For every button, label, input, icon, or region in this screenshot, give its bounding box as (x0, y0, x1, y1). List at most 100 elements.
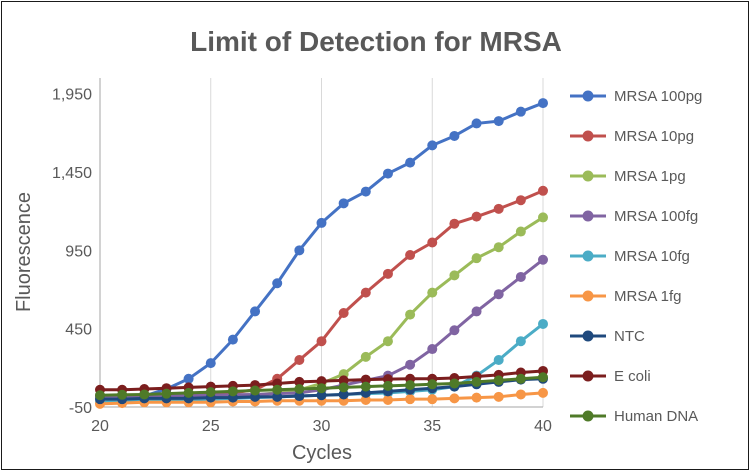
data-point-mrsa-10fg (515, 336, 526, 347)
gridlines (210, 78, 544, 407)
data-point-mrsa-10pg (316, 336, 327, 347)
data-point-mrsa-100fg (449, 325, 460, 336)
data-point-mrsa-100fg (538, 254, 548, 265)
data-point-mrsa-100fg (515, 271, 526, 282)
data-point-mrsa-100pg (449, 130, 460, 141)
data-point-mrsa-10fg (493, 355, 504, 365)
x-tick-label: 20 (91, 418, 109, 435)
y-tick-label: 1,450 (52, 165, 92, 182)
legend: MRSA 100pg MRSA 10pg MRSA 1pg MRSA 100fg MRS… (570, 88, 702, 425)
data-point-human-dna (250, 385, 261, 396)
legend-label: MRSA 100fg (614, 208, 698, 225)
x-tick-label: 30 (313, 418, 331, 435)
data-point-mrsa-100pg (538, 98, 548, 109)
data-point-human-dna (183, 387, 194, 398)
data-point-mrsa-1pg (360, 351, 371, 362)
legend-marker (582, 410, 594, 422)
data-point-human-dna (449, 378, 460, 389)
data-point-human-dna (117, 389, 128, 400)
data-point-human-dna (405, 380, 416, 391)
y-tick-label: -50 (69, 400, 92, 417)
data-point-mrsa-1pg (382, 336, 393, 347)
data-point-mrsa-100fg (427, 344, 438, 355)
data-point-mrsa-10pg (360, 287, 371, 298)
legend-item-mrsa-10fg: MRSA 10fg (570, 248, 690, 265)
x-tick-label: 40 (534, 418, 552, 435)
legend-item-e-coli: E coli (570, 368, 651, 385)
data-point-mrsa-1fg (405, 394, 416, 405)
data-point-mrsa-1pg (493, 242, 504, 253)
legend-marker (582, 90, 594, 102)
plot-axes (99, 78, 543, 408)
data-point-human-dna (161, 388, 172, 399)
data-point-human-dna (272, 384, 283, 395)
data-point-human-dna (382, 380, 393, 391)
data-point-mrsa-10pg (471, 211, 482, 222)
y-tick-label: 1,950 (52, 87, 92, 104)
data-point-mrsa-100pg (250, 306, 261, 317)
data-point-mrsa-100pg (405, 157, 416, 168)
data-point-ntc (316, 390, 327, 401)
data-point-mrsa-100pg (471, 118, 482, 129)
data-point-mrsa-1fg (515, 389, 526, 400)
data-point-mrsa-10pg (449, 218, 460, 229)
legend-label: Human DNA (614, 408, 698, 425)
data-point-human-dna (471, 376, 482, 387)
data-point-mrsa-10pg (382, 268, 393, 279)
x-tick-label: 35 (423, 418, 441, 435)
data-point-human-dna (515, 373, 526, 384)
data-point-mrsa-1fg (493, 391, 504, 402)
series-human-dna (95, 372, 548, 401)
legend-label: E coli (614, 368, 651, 385)
data-point-mrsa-100pg (360, 186, 371, 197)
legend-label: MRSA 1pg (614, 168, 686, 185)
data-point-e-coli (338, 375, 349, 386)
data-point-mrsa-100pg (515, 106, 526, 117)
data-point-mrsa-1fg (538, 387, 548, 398)
data-point-human-dna (139, 389, 150, 400)
data-point-mrsa-1pg (538, 212, 548, 223)
chart-title: Limit of Detection for MRSA (190, 26, 562, 57)
data-point-mrsa-1pg (427, 287, 438, 298)
data-point-mrsa-10pg (538, 185, 548, 196)
data-point-mrsa-10pg (493, 203, 504, 214)
data-point-mrsa-100fg (471, 306, 482, 317)
data-point-mrsa-100pg (183, 373, 194, 384)
data-point-mrsa-100pg (493, 116, 504, 127)
data-point-e-coli (316, 376, 327, 387)
data-point-mrsa-1pg (449, 270, 460, 281)
data-point-human-dna (538, 372, 548, 383)
legend-marker (582, 170, 594, 182)
data-point-mrsa-10fg (538, 318, 548, 329)
data-point-mrsa-10pg (338, 308, 349, 318)
data-point-mrsa-100pg (316, 217, 327, 228)
data-point-mrsa-100fg (405, 359, 416, 370)
y-axis-title: Fluorescence (13, 192, 35, 312)
legend-item-mrsa-1pg: MRSA 1pg (570, 168, 686, 185)
legend-label: NTC (614, 328, 645, 345)
legend-label: MRSA 10fg (614, 248, 690, 265)
data-point-mrsa-1fg (471, 392, 482, 403)
data-point-ntc (294, 391, 305, 402)
data-point-human-dna (227, 386, 238, 397)
data-point-mrsa-10pg (294, 355, 305, 365)
data-point-e-coli (294, 376, 305, 387)
data-point-e-coli (360, 374, 371, 385)
data-point-ntc (338, 389, 349, 400)
data-point-human-dna (360, 381, 371, 392)
legend-item-human-dna: Human DNA (570, 408, 698, 425)
legend-label: MRSA 10pg (614, 128, 694, 145)
data-point-mrsa-1pg (471, 253, 482, 264)
series-lines (95, 98, 548, 409)
x-tick-labels: 20 25 30 35 40 (91, 418, 552, 435)
data-point-mrsa-1fg (427, 394, 438, 405)
legend-label: MRSA 1fg (614, 288, 682, 305)
data-point-mrsa-100pg (338, 198, 349, 209)
legend-marker (582, 370, 594, 382)
data-point-human-dna (205, 387, 216, 398)
legend-marker (582, 130, 594, 142)
y-tick-labels: -50 450 950 1,450 1,950 (52, 87, 92, 417)
data-point-mrsa-1pg (405, 309, 416, 320)
data-point-human-dna (316, 383, 327, 394)
